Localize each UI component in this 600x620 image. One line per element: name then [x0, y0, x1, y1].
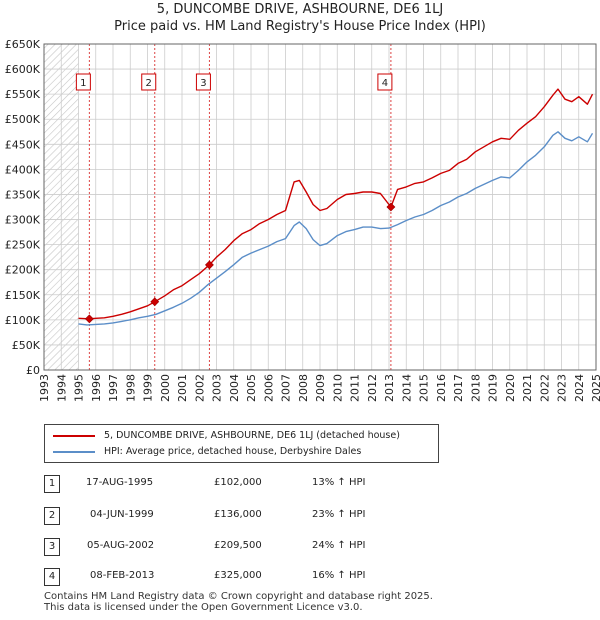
sale-date: 08-FEB-2013 [90, 570, 155, 581]
y-tick-label: £400K [5, 163, 41, 176]
x-tick-label: 1994 [55, 374, 68, 402]
x-tick-label: 2004 [228, 374, 241, 402]
plot-frame [43, 43, 597, 371]
sale-date: 05-AUG-2002 [87, 540, 155, 551]
x-tick-label: 2012 [366, 374, 379, 402]
x-tick-label: 1999 [142, 374, 155, 402]
x-tick-label: 2024 [573, 374, 586, 402]
y-tick-label: £250K [5, 239, 41, 252]
y-tick-label: £0 [26, 364, 40, 377]
y-tick-label: £150K [5, 289, 41, 302]
sale-marker-label: 2 [146, 78, 152, 89]
sale-marker-box [75, 73, 91, 91]
sale-number: 3 [44, 538, 60, 556]
x-tick-label: 2021 [521, 374, 534, 402]
chart-title: 5, DUNCOMBE DRIVE, ASHBOURNE, DE6 1LJ [156, 2, 444, 17]
x-tick-label: 2000 [159, 374, 172, 402]
x-tick-label: 1997 [107, 374, 120, 402]
sale-marker-box [195, 73, 211, 91]
sale-price: £102,000 [214, 477, 262, 488]
series-line-property [78, 88, 594, 320]
x-tick-label: 2022 [538, 374, 551, 402]
legend-swatch-property [53, 435, 95, 437]
y-tick-label: £200K [5, 264, 41, 277]
x-tick-label: 2008 [297, 374, 310, 402]
sale-point-marker [205, 260, 214, 270]
x-tick-label: 2015 [418, 374, 431, 402]
x-tick-label: 2023 [556, 374, 569, 402]
series-line-hpi [78, 131, 594, 326]
x-tick-label: 2002 [193, 374, 206, 402]
legend: 5, DUNCOMBE DRIVE, ASHBOURNE, DE6 1LJ (d… [44, 424, 439, 463]
y-tick-label: £450K [5, 138, 41, 151]
x-tick-label: 1993 [38, 374, 51, 402]
x-tick-label: 2003 [211, 374, 224, 402]
x-tick-label: 2006 [262, 374, 275, 402]
sale-price: £325,000 [214, 570, 262, 581]
x-tick-label: 1996 [90, 374, 103, 402]
x-tick-label: 2007 [280, 374, 293, 402]
x-tick-label: 2013 [383, 374, 396, 402]
sale-row: 2 04-JUN-1999 £136,000 23% ↑ HPI [0, 507, 600, 527]
y-tick-label: £100K [5, 314, 41, 327]
x-tick-label: 2010 [331, 374, 344, 402]
footer-copyright: Contains HM Land Registry data © Crown c… [44, 591, 433, 602]
x-tick-label: 2017 [452, 374, 465, 402]
sale-hpi-change: 24% ↑ HPI [312, 540, 366, 551]
legend-label-property: 5, DUNCOMBE DRIVE, ASHBOURNE, DE6 1LJ (d… [104, 430, 400, 441]
legend-swatch-hpi [53, 451, 95, 453]
sale-hpi-change: 23% ↑ HPI [312, 509, 366, 520]
x-tick-label: 2011 [349, 374, 362, 402]
y-tick-label: £600K [5, 63, 41, 76]
legend-label-hpi: HPI: Average price, detached house, Derb… [104, 446, 362, 457]
sale-marker-label: 4 [382, 78, 388, 89]
x-tick-label: 2005 [245, 374, 258, 402]
sale-price: £209,500 [214, 540, 262, 551]
x-tick-label: 2020 [504, 374, 517, 402]
sale-point-marker [84, 314, 94, 324]
sale-hpi-change: 13% ↑ HPI [312, 477, 366, 488]
x-tick-label: 2018 [469, 374, 482, 402]
sale-number: 2 [44, 507, 60, 525]
sale-marker-label: 3 [200, 78, 206, 89]
x-tick-label: 2025 [590, 374, 600, 402]
y-tick-label: £350K [5, 188, 41, 201]
sale-marker-box [377, 73, 393, 91]
sale-row: 1 17-AUG-1995 £102,000 13% ↑ HPI [0, 475, 600, 495]
x-tick-label: 1998 [124, 374, 137, 402]
x-tick-label: 2016 [435, 374, 448, 402]
x-tick-label: 2019 [487, 374, 500, 402]
chart-subtitle: Price paid vs. HM Land Registry's House … [114, 19, 486, 34]
legend-item-property: 5, DUNCOMBE DRIVE, ASHBOURNE, DE6 1LJ (d… [45, 428, 437, 444]
sale-price: £136,000 [214, 509, 262, 520]
y-tick-label: £50K [12, 339, 41, 352]
legend-item-hpi: HPI: Average price, detached house, Derb… [45, 444, 437, 460]
sale-number: 1 [44, 475, 60, 493]
sale-row: 3 05-AUG-2002 £209,500 24% ↑ HPI [0, 538, 600, 558]
sale-date: 04-JUN-1999 [90, 509, 154, 520]
sale-row: 4 08-FEB-2013 £325,000 16% ↑ HPI [0, 568, 600, 588]
y-tick-label: £650K [5, 38, 41, 51]
sale-point-marker [150, 297, 160, 307]
sale-hpi-change: 16% ↑ HPI [312, 570, 366, 581]
sale-point-marker [386, 202, 396, 212]
y-tick-label: £500K [5, 113, 41, 126]
x-tick-label: 2001 [176, 374, 189, 402]
sale-marker-label: 1 [80, 78, 86, 89]
sale-marker-box [141, 73, 157, 91]
sale-number: 4 [44, 568, 60, 586]
sale-date: 17-AUG-1995 [86, 477, 154, 488]
y-tick-label: £550K [5, 88, 41, 101]
price-chart: £0 £50K £100K £150K £200K £250K £300K £350K £400… [5, 38, 600, 402]
footer-licence: This data is licensed under the Open Gov… [44, 602, 363, 613]
x-tick-label: 2014 [400, 374, 413, 402]
x-tick-label: 2009 [314, 374, 327, 402]
x-tick-label: 1995 [73, 374, 86, 402]
y-tick-label: £300K [5, 214, 41, 227]
